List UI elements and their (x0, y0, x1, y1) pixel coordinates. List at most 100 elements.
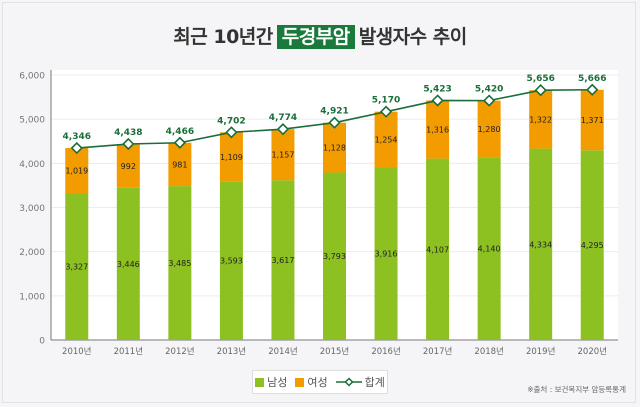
x-tick-label: 2010년 (62, 346, 91, 357)
y-tick-label: 5,000 (19, 116, 45, 126)
bar-male (477, 157, 501, 340)
bar-female (65, 148, 89, 194)
data-label-total: 5,170 (372, 96, 400, 106)
title-highlight: 두경부암 (276, 25, 355, 49)
bar-female (219, 132, 243, 182)
chart-frame (2, 2, 636, 403)
data-label-male: 4,107 (426, 245, 449, 254)
data-label-male: 3,593 (220, 257, 243, 266)
x-tick-label: 2017년 (423, 346, 452, 357)
bar-male (529, 148, 553, 340)
x-tick-label: 2016년 (371, 346, 400, 357)
data-label-female: 1,128 (323, 144, 346, 153)
data-label-male: 4,334 (529, 240, 552, 249)
data-label-total: 4,466 (166, 127, 194, 137)
total-marker (483, 94, 496, 107)
bar-male (65, 193, 89, 340)
x-tick-label: 2011년 (114, 346, 143, 357)
data-label-total: 4,438 (114, 128, 142, 138)
bar-male (323, 172, 346, 340)
data-label-female: 1,254 (375, 135, 398, 144)
total-marker (276, 123, 290, 136)
data-label-total: 5,666 (578, 74, 606, 84)
y-tick-label: 4,000 (19, 160, 45, 170)
data-label-female: 1,280 (478, 125, 501, 134)
bar-female (271, 129, 295, 181)
x-tick-label: 2012년 (165, 346, 194, 357)
total-marker (586, 83, 599, 96)
data-label-female: 1,322 (529, 115, 552, 124)
x-tick-label: 2013년 (217, 346, 246, 357)
bar-female (529, 90, 553, 149)
legend-item-total: 합계 (335, 374, 385, 390)
bar-female (374, 111, 398, 168)
data-label-male: 3,793 (323, 252, 346, 261)
total-marker (534, 84, 547, 97)
data-label-total: 4,702 (217, 116, 245, 126)
bar-male (168, 186, 192, 340)
data-label-male: 4,140 (478, 245, 501, 254)
legend-label-total: 합계 (364, 376, 385, 389)
data-label-female: 992 (121, 162, 136, 171)
y-tick-label: 6,000 (19, 72, 45, 82)
data-label-male: 3,916 (375, 250, 398, 259)
legend: 남성 여성 합계 (252, 370, 388, 394)
data-label-female: 1,157 (272, 151, 295, 160)
title-suffix: 발생자수 추이 (358, 26, 468, 48)
total-marker (431, 94, 444, 107)
legend-line-diamond-icon (335, 377, 362, 387)
data-label-female: 1,109 (220, 153, 243, 162)
x-tick-label: 2018년 (474, 346, 503, 357)
data-label-male: 4,295 (581, 241, 604, 250)
data-label-male: 3,446 (117, 260, 140, 269)
data-label-male: 3,617 (272, 256, 295, 265)
x-tick-label: 2015년 (320, 346, 349, 357)
bar-female (426, 100, 450, 159)
data-label-total: 4,346 (63, 132, 91, 142)
legend-swatch-male (255, 377, 265, 387)
bar-female (116, 143, 140, 188)
x-tick-label: 2020년 (578, 346, 607, 357)
y-tick-label: 3,000 (19, 204, 45, 214)
bar-female (477, 100, 501, 158)
data-label-total: 4,774 (269, 113, 297, 123)
data-label-female: 1,316 (426, 126, 449, 135)
bar-female (168, 142, 192, 187)
bar-male (271, 180, 295, 340)
data-label-male: 3,327 (65, 263, 88, 272)
legend-label-male: 남성 (267, 376, 288, 389)
total-marker (379, 105, 393, 118)
bar-male (219, 181, 243, 340)
data-label-male: 3,485 (168, 259, 191, 268)
legend-label-female: 여성 (307, 376, 328, 389)
data-label-total: 5,423 (423, 84, 451, 94)
data-label-female: 981 (172, 160, 187, 169)
source-note: ※출처 : 보건복지부 암등록통계 (527, 385, 626, 394)
bar-male (116, 187, 140, 340)
x-tick-label: 2014년 (268, 346, 297, 357)
total-marker (328, 116, 341, 129)
legend-item-female: 여성 (295, 374, 328, 390)
total-marker (225, 126, 238, 139)
data-label-female: 1,371 (581, 116, 604, 125)
y-tick-label: 2,000 (19, 248, 45, 258)
legend-swatch-female (295, 377, 305, 387)
bar-female (580, 89, 604, 151)
chart-title: 최근 10년간 두경부암 발생자수 추이 (0, 22, 640, 49)
x-tick-label: 2019년 (526, 346, 555, 357)
title-prefix: 최근 10년간 (173, 26, 273, 48)
bar-male (374, 167, 398, 340)
data-label-total: 5,656 (526, 74, 554, 84)
bar-female (323, 122, 346, 173)
legend-item-male: 남성 (255, 374, 287, 390)
y-tick-label: 1,000 (19, 292, 45, 302)
bar-male (580, 150, 604, 340)
y-tick-label: 0 (39, 337, 45, 347)
data-label-total: 4,921 (320, 107, 348, 117)
total-marker (122, 137, 135, 151)
bar-male (426, 158, 450, 340)
total-marker (173, 136, 186, 149)
total-marker (70, 141, 83, 155)
data-label-total: 5,420 (475, 85, 503, 95)
